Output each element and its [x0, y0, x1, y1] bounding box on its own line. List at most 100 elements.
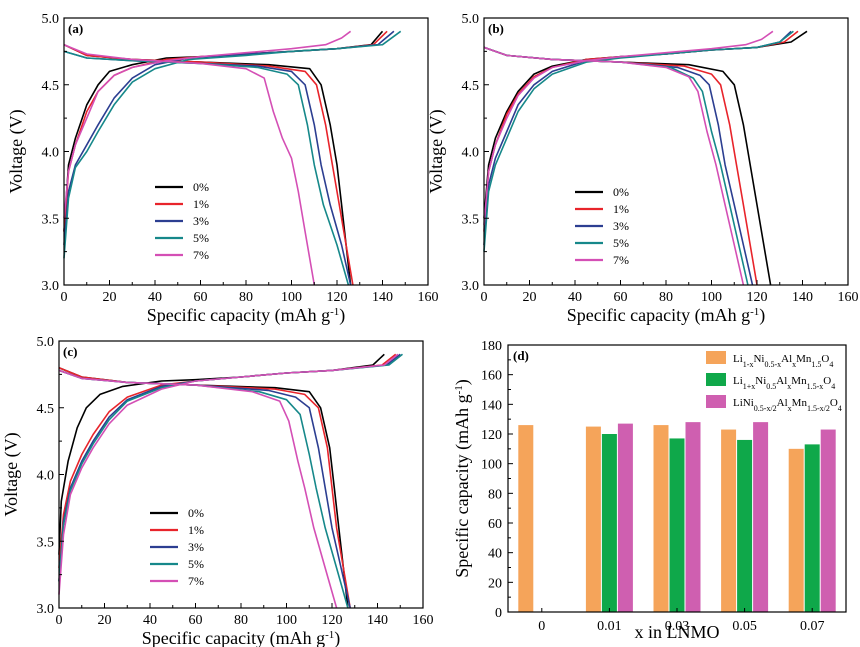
x-axis-label: Specific capacity (mAh g-1) — [567, 305, 766, 326]
x-tick-label: 60 — [614, 290, 628, 305]
x-tick-label: 140 — [792, 290, 813, 305]
y-tick-label: 5.0 — [462, 12, 480, 27]
legend-entry: LiNi0.5-x/2AlxMn1.5-x/2O4 — [733, 397, 842, 413]
series-line-7pct-discharge — [483, 46, 745, 286]
y-tick-label: 60 — [488, 517, 502, 532]
legend-entry: 1% — [613, 202, 629, 216]
x-tick-label: 120 — [327, 290, 348, 305]
y-tick-label: 4.5 — [42, 79, 60, 94]
series-line-7pct-charge — [63, 30, 352, 219]
x-tick-label: 160 — [413, 613, 434, 628]
series-line-5pct-charge — [63, 30, 402, 259]
legend-entry: 0% — [188, 506, 204, 520]
y-tick-label: 160 — [481, 369, 502, 384]
series-line-1pct-discharge — [58, 366, 351, 609]
x-tick-label: 80 — [239, 290, 253, 305]
x-axis-label: Specific capacity (mAh g-1) — [142, 628, 341, 647]
y-tick-label: 140 — [481, 398, 502, 413]
x-tick-label: 160 — [418, 290, 439, 305]
x-tick-label: 0 — [481, 290, 488, 305]
x-tick-label: 60 — [194, 290, 208, 305]
y-tick-label: 3.0 — [42, 279, 60, 294]
x-tick-label: 100 — [701, 290, 722, 305]
panel-label: (c) — [63, 344, 77, 359]
y-tick-label: 3.0 — [462, 279, 480, 294]
series-line-7pct-charge — [483, 30, 774, 225]
x-tick-label: 0 — [56, 613, 63, 628]
legend-swatch — [706, 395, 726, 408]
x-tick-label: 140 — [372, 290, 393, 305]
x-tick-label: 0.07 — [800, 619, 825, 634]
bar-0.03-series-0 — [653, 425, 669, 612]
x-tick-label: 160 — [838, 290, 859, 305]
y-tick-label: 4.0 — [37, 469, 55, 484]
x-tick-label: 100 — [281, 290, 302, 305]
legend-entry: 3% — [188, 540, 204, 554]
bar-0-series-0 — [518, 425, 534, 612]
panel-c: 0 20 40 60 80 100 120 140 160 3.0 3.5 4.0 4.5 5.0 Spec… — [1, 335, 434, 647]
x-tick-label: 120 — [322, 613, 343, 628]
x-tick-label: 40 — [143, 613, 157, 628]
x-tick-label: 120 — [747, 290, 768, 305]
bar-0.05-series-0 — [721, 429, 737, 612]
legend-swatch — [706, 351, 726, 364]
y-tick-label: 20 — [488, 576, 502, 591]
series-line-7pct-discharge — [58, 369, 338, 609]
legend-entry: Li1+xNi0.5AlxMn1.5-xO4 — [733, 375, 835, 391]
x-tick-label: 40 — [568, 290, 582, 305]
legend-entry: 5% — [613, 236, 629, 250]
series-line-5pct-charge — [483, 30, 794, 252]
series-line-0pct-charge — [483, 30, 808, 219]
legend-entry: 0% — [193, 180, 209, 194]
series-line-7pct-charge — [58, 353, 399, 595]
legend-entry: 7% — [613, 253, 629, 267]
bar-0.03-series-2 — [685, 422, 701, 612]
bar-0.05-series-1 — [737, 439, 753, 612]
legend-entry: 7% — [188, 574, 204, 588]
y-tick-label: 120 — [481, 428, 502, 443]
y-axis-label: Voltage (V) — [426, 109, 447, 193]
x-tick-label: 0 — [61, 290, 68, 305]
y-tick-label: 4.0 — [42, 146, 60, 161]
bar-0.07-series-2 — [820, 429, 836, 612]
x-tick-label: 100 — [276, 613, 297, 628]
x-tick-label: 0.05 — [732, 619, 757, 634]
x-tick-label: 60 — [189, 613, 203, 628]
panel-a: 0 20 40 60 80 100 120 140 160 3.0 3.5 4.0 4.5 5.0 Spec… — [6, 12, 439, 326]
x-tick-label: 0.01 — [597, 619, 622, 634]
bar-0.01-series-2 — [617, 423, 633, 612]
panel-b: 0 20 40 60 80 100 120 140 160 3.0 3.5 4.0 4.5 5.0 Spec… — [426, 12, 859, 326]
y-tick-label: 3.5 — [42, 212, 60, 227]
y-tick-label: 180 — [481, 339, 502, 354]
panel-d: 0 0.01 0.03 0.05 0.07 0 20 40 60 80 100 120 140 160 18… — [452, 339, 847, 642]
panel-label: (d) — [513, 348, 529, 363]
legend-entry: 3% — [613, 219, 629, 233]
series-line-3pct-discharge — [58, 369, 351, 609]
x-tick-label: 80 — [659, 290, 673, 305]
legend-entry: 1% — [188, 523, 204, 537]
y-tick-label: 3.5 — [37, 535, 55, 550]
y-tick-label: 5.0 — [42, 12, 60, 27]
y-tick-label: 4.5 — [462, 79, 480, 94]
bar-0.03-series-1 — [669, 438, 685, 612]
x-tick-label: 140 — [367, 613, 388, 628]
x-tick-label: 20 — [523, 290, 537, 305]
x-axis-label: Specific capacity (mAh g-1) — [147, 305, 346, 326]
y-axis-label: Specific capacity (mAh g-1) — [452, 379, 473, 578]
y-tick-label: 0 — [495, 606, 502, 621]
bar-0.07-series-1 — [804, 444, 820, 612]
y-tick-label: 3.0 — [37, 602, 55, 617]
y-axis-label: Voltage (V) — [1, 432, 22, 516]
x-axis-label: x in LNMO — [635, 622, 720, 642]
bar-0.01-series-0 — [585, 426, 601, 612]
legend-swatch — [706, 373, 726, 386]
series-line-1pct-charge — [483, 30, 799, 232]
x-tick-label: 0 — [538, 619, 545, 634]
bar-0.07-series-0 — [788, 448, 804, 612]
y-axis-label: Voltage (V) — [6, 109, 27, 193]
legend-entry: 5% — [193, 231, 209, 245]
y-tick-label: 40 — [488, 547, 502, 562]
legend-entry: Li1-xNi0.5-xAlxMn1.5O4 — [733, 353, 833, 369]
x-tick-label: 40 — [148, 290, 162, 305]
